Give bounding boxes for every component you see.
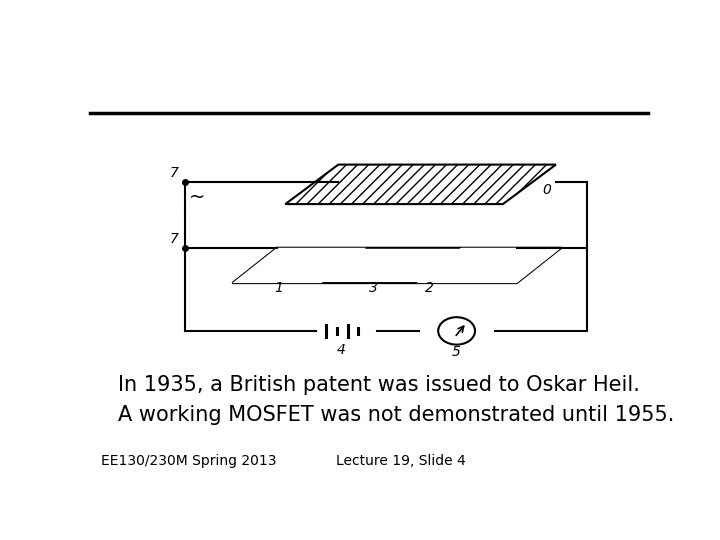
Text: 5: 5 — [452, 345, 461, 359]
Text: EE130/230M Spring 2013: EE130/230M Spring 2013 — [101, 454, 276, 468]
Text: ~: ~ — [189, 187, 206, 206]
Text: 3: 3 — [369, 281, 378, 295]
Text: Lecture 19, Slide 4: Lecture 19, Slide 4 — [336, 454, 465, 468]
Text: 7: 7 — [169, 166, 178, 180]
Text: 1: 1 — [274, 281, 283, 295]
Polygon shape — [233, 248, 366, 283]
Text: 0: 0 — [542, 183, 551, 197]
Text: 4: 4 — [337, 343, 346, 357]
Text: In 1935, a British patent was issued to Oskar Heil.
A working MOSFET was not dem: In 1935, a British patent was issued to … — [118, 375, 674, 425]
Text: 2: 2 — [425, 281, 433, 295]
Polygon shape — [233, 248, 562, 283]
Polygon shape — [285, 165, 556, 204]
Polygon shape — [416, 248, 562, 283]
Text: 7: 7 — [169, 232, 178, 246]
